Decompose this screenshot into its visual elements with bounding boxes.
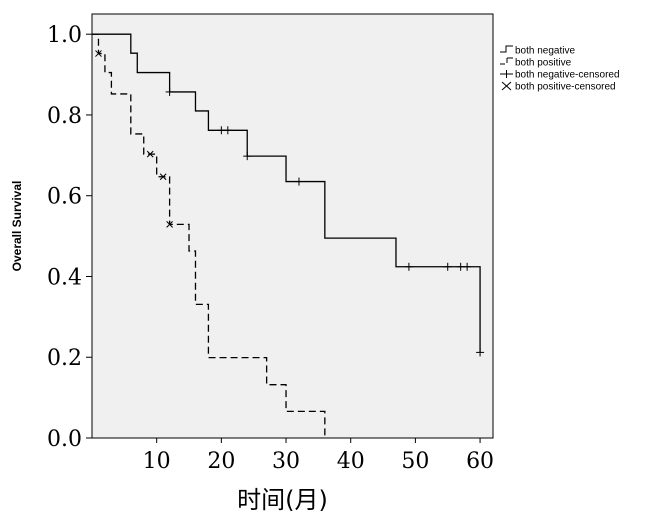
y-tick-label: 0.8 — [47, 104, 82, 129]
legend-label: both positive-censored — [515, 82, 616, 93]
censored-plus-mark-6 — [404, 262, 413, 271]
x-tick-label: 60 — [466, 449, 494, 474]
legend-label: both positive — [515, 58, 572, 69]
plot-area — [91, 13, 494, 439]
x-tick-label: 30 — [272, 449, 300, 474]
legend-symbol — [500, 57, 513, 65]
censored-plus-mark-5 — [294, 177, 303, 186]
censored-plus-mark-3 — [223, 126, 232, 135]
legend-item-3: both negative-censored — [500, 70, 620, 81]
x-axis-label: 时间(月) — [237, 486, 328, 514]
legend-item-4: both positive-censored — [501, 81, 616, 93]
y-tick-label: 0.0 — [47, 427, 82, 452]
legend-symbol — [500, 45, 513, 53]
y-axis-label: Overall Survival — [10, 181, 24, 272]
x-tick-label: 10 — [143, 449, 171, 474]
censored-plus-mark-9 — [463, 262, 472, 271]
y-tick-label: 0.4 — [47, 265, 82, 290]
x-tick-label: 20 — [207, 449, 235, 474]
series-line-1 — [92, 33, 481, 353]
y-tick-label: 0.6 — [47, 185, 82, 210]
axis-layer: 0.0 0.2 0.4 0.6 0.8 1.0 10 20 30 40 50 60 — [47, 23, 494, 474]
x-tick-label: 40 — [337, 449, 365, 474]
legend-item-1: both negative — [500, 45, 575, 57]
censored-x-mark-2 — [146, 150, 154, 158]
censored-x-mark-1 — [95, 50, 102, 57]
legend-label: both negative — [515, 46, 575, 57]
y-tick-label: 0.2 — [47, 346, 82, 371]
censored-plus-mark-1 — [165, 87, 174, 96]
censored-x-mark-4 — [166, 221, 173, 228]
legend-item-2: both positive — [500, 57, 572, 69]
x-tick-label: 50 — [401, 449, 429, 474]
censored-plus-mark-7 — [443, 262, 452, 271]
censored-plus-mark-10 — [476, 348, 485, 357]
censored-plus-mark-4 — [243, 152, 252, 161]
series-layer — [92, 33, 485, 438]
legend-symbol — [501, 81, 512, 91]
legend-symbol — [500, 70, 513, 78]
legend-label: both negative-censored — [515, 70, 620, 81]
series-line-2 — [92, 33, 326, 438]
censored-x-mark-3 — [159, 173, 167, 181]
y-tick-label: 1.0 — [47, 23, 82, 48]
